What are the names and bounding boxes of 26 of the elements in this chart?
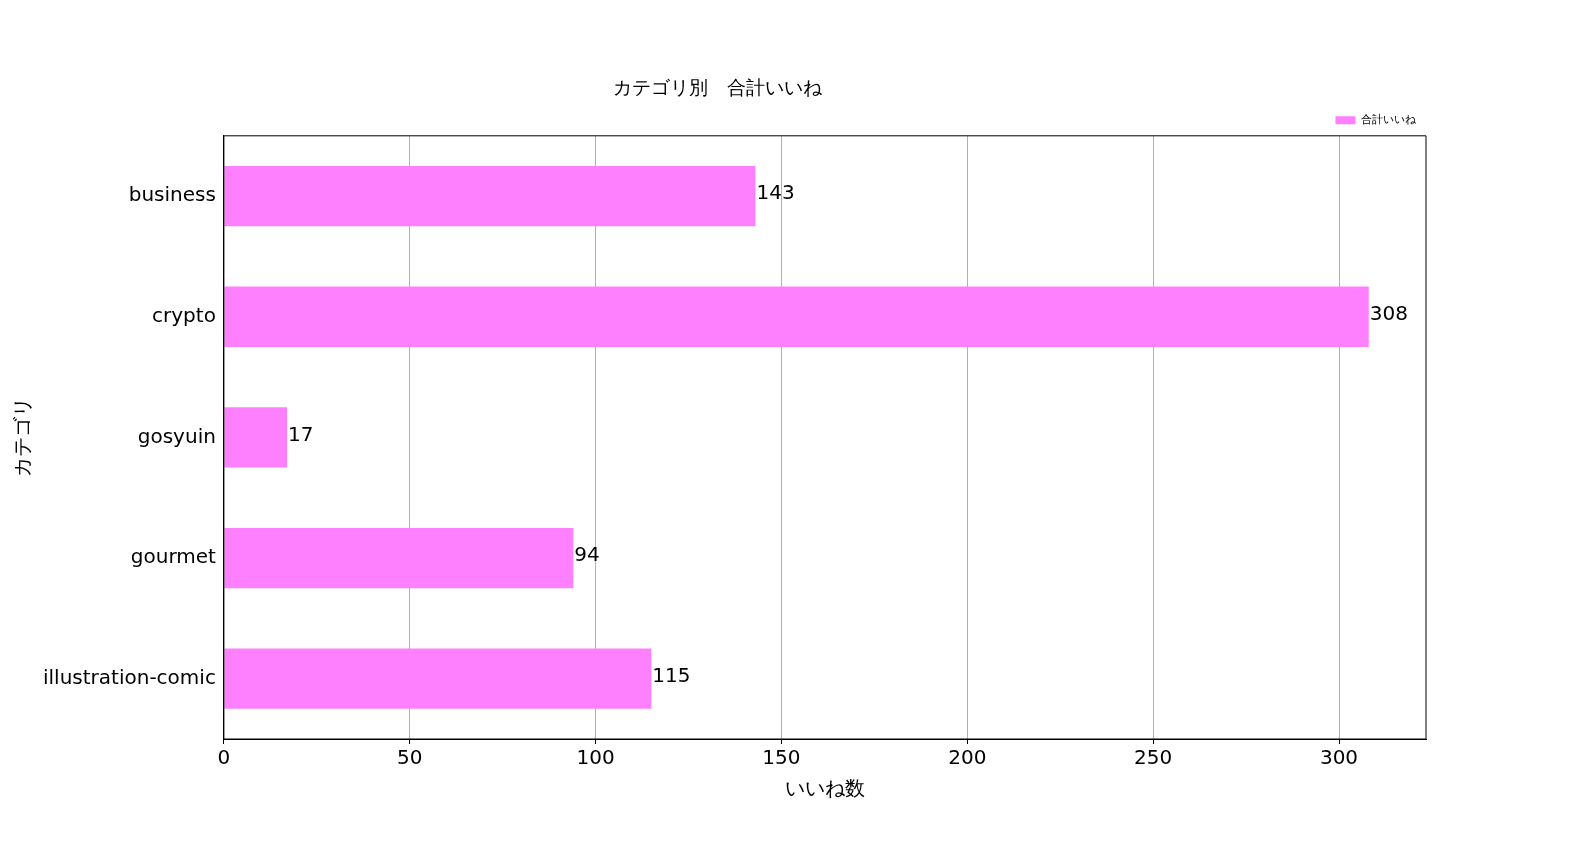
bar [224, 165, 756, 227]
bar [224, 286, 1369, 347]
x-axis-title: いいね数 [784, 776, 865, 801]
legend-label: 合計いいね [1361, 113, 1417, 127]
bar [224, 648, 652, 709]
data-label: 17 [288, 421, 314, 446]
x-tick-label: 300 [1319, 745, 1359, 770]
data-label: 115 [652, 662, 691, 687]
y-axis-title: カテゴリ [10, 397, 35, 478]
x-tick-label: 50 [397, 745, 423, 770]
y-tick-label: gosyuin [137, 423, 216, 448]
y-tick-label: illustration-comic [42, 664, 216, 689]
data-label: 308 [1369, 300, 1408, 325]
x-tick-label: 250 [1134, 745, 1173, 770]
bar [224, 407, 288, 468]
x-tick-label: 0 [217, 745, 231, 770]
y-tick-label: gourmet [130, 544, 217, 569]
x-tick-label: 100 [576, 745, 615, 770]
y-tick-label: crypto [152, 302, 216, 327]
y-tick-label: business [128, 182, 216, 207]
x-tick-label: 150 [762, 745, 801, 770]
chart-title: カテゴリ別 合計いいね [612, 76, 823, 99]
data-label: 94 [574, 542, 600, 567]
data-label: 143 [756, 180, 795, 205]
bar [224, 527, 574, 589]
x-tick-label: 200 [948, 745, 987, 770]
